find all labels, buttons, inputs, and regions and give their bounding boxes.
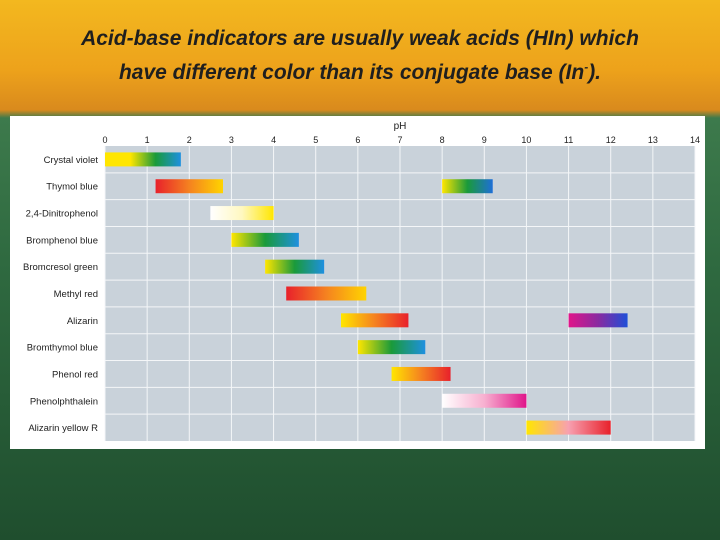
indicator-range-bar	[265, 259, 325, 274]
indicator-range-bar	[210, 206, 274, 221]
indicator-label: Phenol red	[52, 369, 98, 380]
slide-title-line2: have different color than its conjugate …	[118, 61, 585, 84]
slide-title-superscript: -	[584, 60, 589, 74]
x-tick-label: 7	[397, 135, 402, 145]
indicator-range-bar	[442, 179, 493, 194]
chart-panel: 0 1 2 3 4 5 6 7 8 9 10 11 12 13 14 pH Crystal violet Th…	[10, 116, 705, 449]
x-tick-label: 13	[648, 135, 658, 145]
x-tick-label: 5	[313, 135, 318, 145]
slide-title: Acid-base indicators are usually weak ac…	[0, 24, 720, 87]
indicator-label: 2,4-Dinitrophenol	[26, 209, 98, 220]
x-axis-label: pH	[394, 121, 407, 132]
x-tick-label: 14	[690, 135, 700, 145]
indicator-bars	[105, 152, 628, 435]
grid-lines	[104, 146, 696, 441]
x-tick-label: 8	[440, 135, 445, 145]
indicator-label: Bromthymol blue	[27, 343, 98, 354]
x-tick-label: 6	[355, 135, 360, 145]
x-tick-label: 9	[482, 135, 487, 145]
indicator-label: Crystal violet	[44, 155, 99, 166]
indicator-range-bar	[231, 232, 299, 247]
x-tick-label: 4	[271, 135, 276, 145]
indicator-range-bar	[526, 420, 611, 435]
indicator-range-bar	[155, 179, 223, 194]
x-tick-label: 3	[229, 135, 234, 145]
slide-title-line2-end: ).	[588, 61, 602, 84]
slide-title-line1: Acid-base indicators are usually weak ac…	[81, 27, 639, 50]
indicator-range-bar	[341, 313, 409, 328]
x-tick-label: 10	[521, 135, 531, 145]
indicator-label: Bromphenol blue	[26, 235, 98, 246]
indicator-range-bar	[391, 366, 451, 381]
indicator-range-bar	[286, 286, 367, 301]
indicator-label: Alizarin	[67, 316, 98, 327]
x-tick-labels: 0 1 2 3 4 5 6 7 8 9 10 11 12 13 14	[102, 135, 700, 145]
indicator-label: Methyl red	[54, 289, 98, 300]
indicator-range-bar	[105, 152, 181, 167]
indicator-label: Bromcresol green	[23, 262, 98, 273]
x-tick-label: 11	[564, 135, 573, 145]
indicator-label: Alizarin yellow R	[28, 423, 98, 434]
indicator-label: Phenolphthalein	[30, 396, 98, 407]
indicator-range-chart: 0 1 2 3 4 5 6 7 8 9 10 11 12 13 14 pH Crystal violetTh…	[23, 121, 700, 441]
x-tick-label: 12	[606, 135, 616, 145]
indicator-range-bar	[568, 313, 628, 328]
indicator-labels: Crystal violet Thymol blue 2,4-Dinitrophen…	[23, 155, 98, 434]
x-tick-label: 2	[187, 135, 192, 145]
x-tick-label: 1	[145, 135, 150, 145]
x-tick-label: 0	[102, 135, 107, 145]
indicator-range-bar	[357, 340, 426, 355]
indicator-range-bar	[442, 393, 527, 408]
indicator-label: Thymol blue	[46, 182, 98, 193]
